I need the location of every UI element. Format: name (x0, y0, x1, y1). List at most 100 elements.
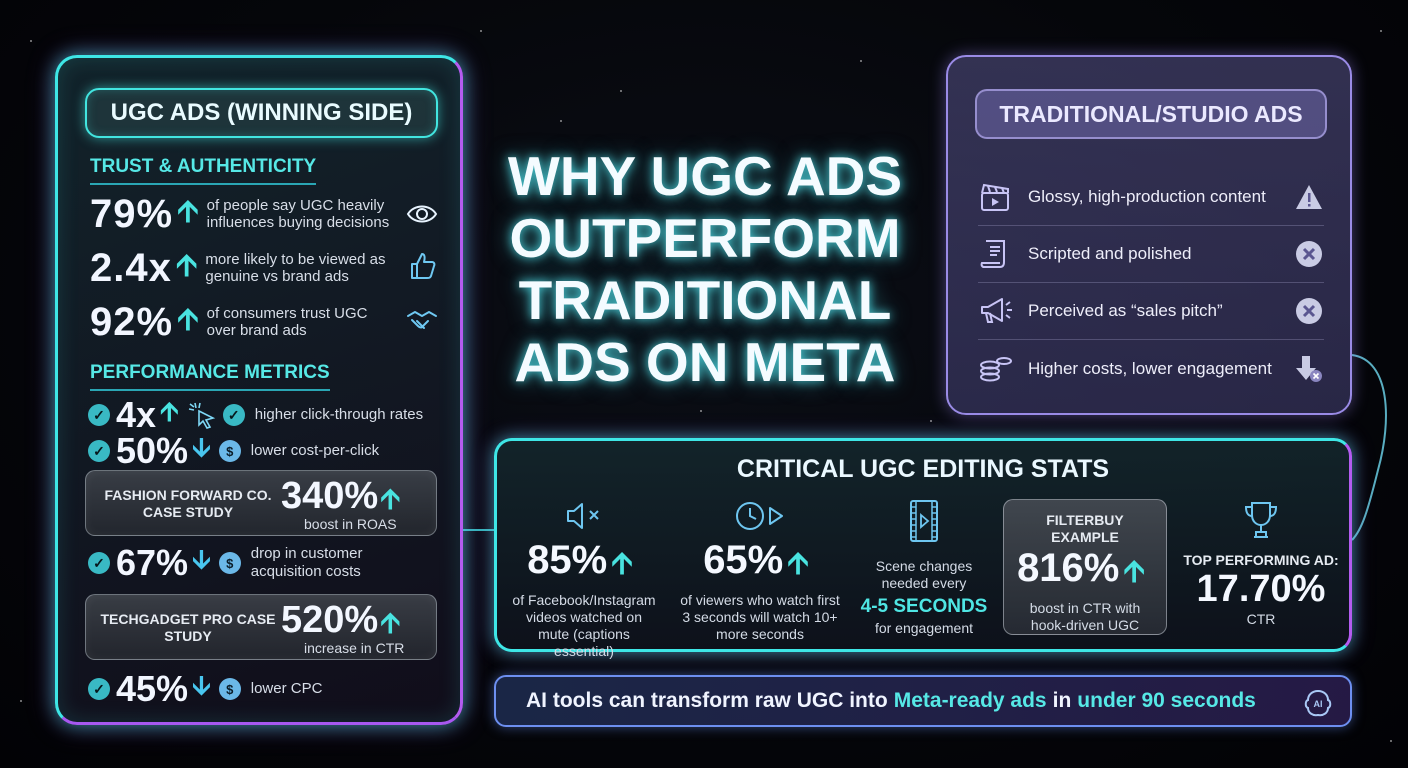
thumbs-up-icon (411, 253, 436, 279)
traditional-item-text: Glossy, high-production content (1028, 187, 1266, 206)
case-study-fashion: FASHION FORWARD CO. CASE STUDY 340%🡩 boo… (85, 470, 437, 536)
traditional-panel-title: TRADITIONAL/STUDIO ADS (975, 89, 1327, 139)
stat-description: of Facebook/Instagram videos watched on … (512, 592, 656, 659)
trust-stat-row: 79% 🡩 of people say UGC heavily influenc… (90, 192, 392, 236)
clapperboard-icon (981, 183, 1009, 211)
traditional-item-text: Perceived as “sales pitch” (1028, 301, 1223, 320)
stat-value: 85% 🡩 (509, 538, 659, 592)
banner-text: AI tools can transform raw UGC into (526, 689, 888, 712)
case-study-description: boost in ROAS (304, 516, 397, 532)
trust-stat-row: 92% 🡩 of consumers trust UGC over brand … (90, 300, 392, 344)
scene-description: Scene changes needed every (875, 558, 973, 591)
up-arrow-icon: 🡩 (611, 547, 633, 580)
headline-line: ADS ON META (514, 331, 896, 393)
headline-line: TRADITIONAL (518, 269, 892, 331)
script-icon (980, 240, 1005, 268)
top-ad-label: TOP PERFORMING AD: (1183, 552, 1339, 568)
case-study-description: increase in CTR (304, 640, 405, 656)
check-icon: ✓ (88, 552, 110, 574)
metric-description: lower CPC (250, 680, 323, 697)
up-arrow-icon: 🡩 (175, 248, 198, 282)
stat-value: 79% (90, 191, 174, 236)
ugc-panel: UGC ADS (WINNING SIDE) TRUST & AUTHENTIC… (55, 55, 463, 725)
critical-stats-panel: CRITICAL UGC EDITING STATS 85% 🡩 of Faceb… (494, 438, 1352, 659)
traditional-item: Scripted and polished (978, 226, 1324, 283)
metric-description: lower cost-per-click (250, 442, 380, 459)
scene-accent: 4-5 SECONDS (860, 596, 988, 617)
metric-row-ctr: ✓ 4x 🡩 ✓ higher click-through rates (88, 394, 424, 435)
down-arrow-icon: 🡫 (192, 544, 211, 574)
check-icon: ✓ (88, 440, 110, 462)
metric-row-cpc2: ✓ 45% 🡫 $ lower CPC (88, 668, 323, 709)
down-arrow-icon: 🡫 (192, 432, 211, 462)
eye-icon (406, 205, 438, 223)
x-icon (1296, 298, 1322, 324)
up-arrow-icon: 🡩 (177, 194, 199, 228)
ai-tools-banner: AI tools can transform raw UGC into Meta… (494, 675, 1352, 727)
trophy-icon (1244, 502, 1278, 538)
x-icon (1296, 241, 1322, 267)
handshake-icon (407, 311, 437, 329)
headline-line: OUTPERFORM (509, 207, 901, 269)
banner-highlight: Meta-ready ads (893, 689, 1047, 712)
case-study-value: 520%🡩 (281, 599, 408, 650)
up-arrow-icon: 🡩 (1123, 555, 1145, 588)
example-label: FILTERBUY EXAMPLE (1046, 512, 1124, 545)
warning-icon (1296, 185, 1322, 209)
traditional-item-text: Scripted and polished (1028, 244, 1192, 263)
performance-heading: PERFORMANCE METRICS (90, 362, 330, 391)
metric-value: 67% (116, 542, 189, 583)
top-ad-description: CTR (1246, 611, 1276, 627)
stat-watch: 65% 🡩 of viewers who watch first 3 second… (675, 499, 845, 643)
traditional-item: Glossy, high-production content (978, 169, 1324, 226)
stat-top-ad: TOP PERFORMING AD: 17.70% CTR (1181, 499, 1341, 628)
traditional-item: Perceived as “sales pitch” (978, 283, 1324, 340)
traditional-item-text: Higher costs, lower engagement (1028, 358, 1272, 378)
metric-row-cac: ✓ 67% 🡫 $ drop in customer acquisition c… (88, 542, 381, 583)
ugc-panel-title: UGC ADS (WINNING SIDE) (85, 88, 438, 138)
case-study-techgadget: TECHGADGET PRO CASE STUDY 520%🡩 increase… (85, 594, 437, 660)
example-description: boost in CTR with hook-driven UGC (1029, 600, 1141, 633)
trust-heading: TRUST & AUTHENTICITY (90, 156, 317, 185)
case-study-name: TECHGADGET PRO CASE STUDY (100, 611, 276, 644)
traditional-item: Higher costs, lower engagement (978, 340, 1324, 397)
stat-mute: 85% 🡩 of Facebook/Instagram videos watche… (509, 499, 659, 660)
stat-description: of viewers who watch first 3 seconds wil… (680, 592, 840, 642)
down-arrow-icon: 🡫 (192, 670, 211, 700)
check-icon: ✓ (88, 404, 110, 426)
metric-value: 45% (116, 668, 189, 709)
banner-text: in (1052, 689, 1072, 712)
stat-value: 65% 🡩 (675, 538, 845, 592)
stat-description: of consumers trust UGC over brand ads (206, 305, 368, 339)
coins-icon (980, 356, 1012, 381)
down-x-icon (1296, 355, 1322, 382)
svg-text:AI: AI (1314, 699, 1323, 709)
dollar-icon: $ (218, 678, 241, 700)
up-arrow-icon: 🡩 (160, 396, 179, 426)
megaphone-icon (981, 298, 1012, 323)
metric-value: 50% (116, 430, 189, 471)
film-icon (910, 500, 938, 542)
dollar-icon: $ (218, 552, 241, 574)
dollar-icon: $ (218, 440, 241, 462)
trust-stat-row: 2.4x 🡩 more likely to be viewed as genui… (90, 246, 390, 290)
filterbuy-example: FILTERBUY EXAMPLE 816% 🡩 boost in CTR wit… (1003, 499, 1167, 635)
up-arrow-icon: 🡩 (177, 302, 199, 336)
up-arrow-icon: 🡩 (787, 547, 809, 580)
stat-value: 2.4x (90, 245, 172, 290)
cursor-click-icon (188, 402, 215, 429)
stat-value: 92% (90, 299, 174, 344)
metric-description: higher click-through rates (254, 406, 424, 423)
top-ad-value: 17.70% (1196, 568, 1326, 610)
scene-description-end: for engagement (874, 620, 974, 636)
check-icon: ✓ (222, 404, 245, 426)
stat-description: more likely to be viewed as genuine vs b… (205, 251, 386, 285)
critical-stats-title: CRITICAL UGC EDITING STATS (736, 455, 1110, 483)
muted-speaker-icon (567, 503, 599, 529)
headline-line: WHY UGC ADS (507, 145, 903, 207)
up-arrow-icon: 🡩 (380, 483, 401, 514)
metric-value: 4x (116, 394, 157, 435)
headline: WHY UGC ADS OUTPERFORM TRADITIONAL ADS O… (500, 145, 910, 393)
ai-brain-icon: AI (1304, 689, 1332, 717)
stat-description: of people say UGC heavily influences buy… (206, 197, 390, 231)
